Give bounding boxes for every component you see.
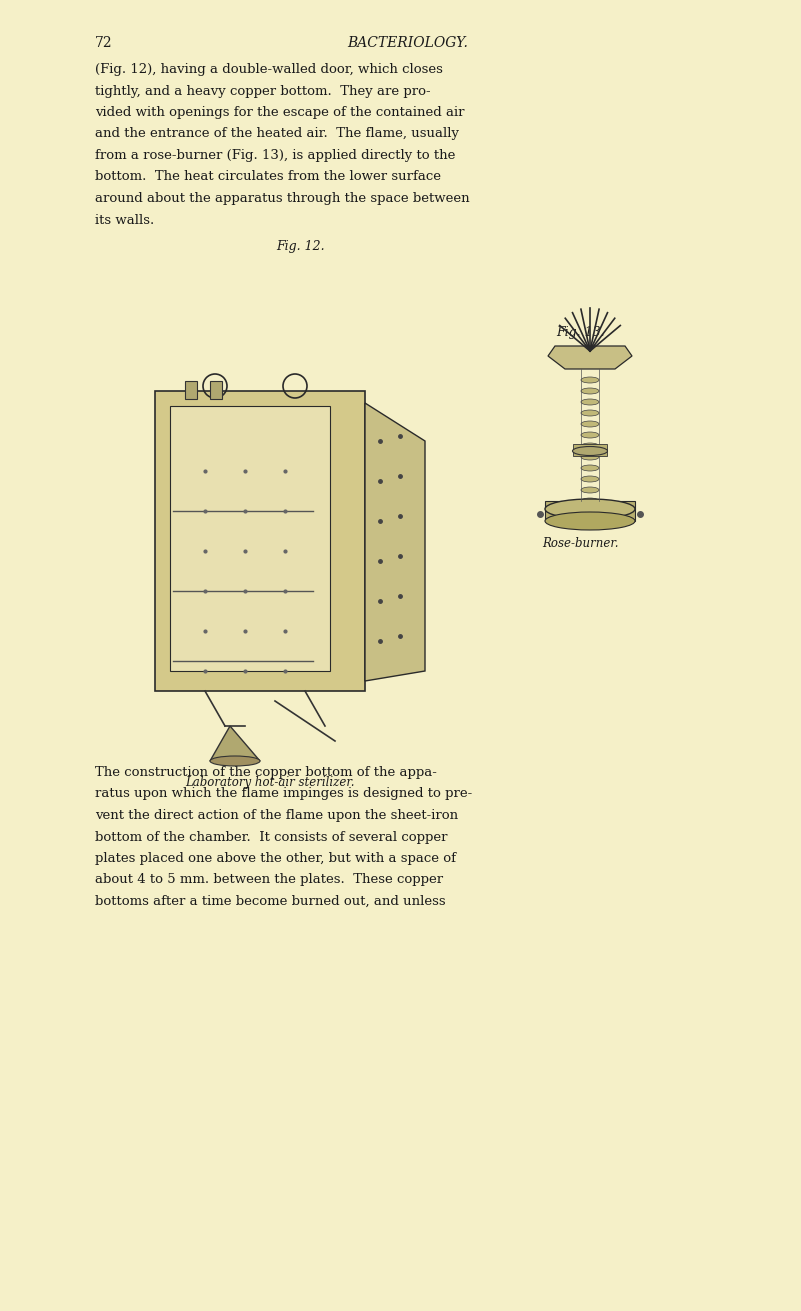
Ellipse shape	[581, 399, 599, 405]
Ellipse shape	[581, 421, 599, 427]
FancyBboxPatch shape	[573, 444, 607, 456]
Ellipse shape	[210, 756, 260, 766]
Ellipse shape	[545, 499, 635, 519]
Polygon shape	[210, 726, 260, 760]
Ellipse shape	[581, 433, 599, 438]
FancyBboxPatch shape	[185, 382, 197, 399]
Text: (Fig. 12), having a double-walled door, which closes: (Fig. 12), having a double-walled door, …	[95, 63, 443, 76]
Ellipse shape	[581, 486, 599, 493]
Text: bottoms after a time become burned out, and unless: bottoms after a time become burned out, …	[95, 895, 445, 909]
Text: around about the apparatus through the space between: around about the apparatus through the s…	[95, 191, 469, 205]
Ellipse shape	[581, 443, 599, 448]
Ellipse shape	[581, 454, 599, 460]
Ellipse shape	[581, 465, 599, 471]
Text: vent the direct action of the flame upon the sheet-iron: vent the direct action of the flame upon…	[95, 809, 458, 822]
Text: about 4 to 5 mm. between the plates.  These copper: about 4 to 5 mm. between the plates. The…	[95, 873, 443, 886]
Text: Fig. 13.: Fig. 13.	[556, 326, 604, 340]
Text: and the entrance of the heated air.  The flame, usually: and the entrance of the heated air. The …	[95, 127, 459, 140]
Ellipse shape	[581, 410, 599, 416]
Polygon shape	[365, 402, 425, 680]
Text: 72: 72	[95, 35, 113, 50]
Text: ratus upon which the flame impinges is designed to pre-: ratus upon which the flame impinges is d…	[95, 788, 473, 801]
Text: plates placed one above the other, but with a space of: plates placed one above the other, but w…	[95, 852, 456, 865]
Text: vided with openings for the escape of the contained air: vided with openings for the escape of th…	[95, 106, 465, 119]
FancyBboxPatch shape	[170, 406, 330, 671]
Ellipse shape	[573, 447, 607, 455]
Ellipse shape	[545, 513, 635, 530]
Ellipse shape	[581, 498, 599, 503]
Text: Fig. 12.: Fig. 12.	[276, 240, 324, 253]
Ellipse shape	[581, 378, 599, 383]
Text: its walls.: its walls.	[95, 214, 155, 227]
Ellipse shape	[581, 476, 599, 482]
FancyBboxPatch shape	[210, 382, 222, 399]
Text: The construction of the copper bottom of the appa-: The construction of the copper bottom of…	[95, 766, 437, 779]
Text: Laboratory hot-air sterilizer.: Laboratory hot-air sterilizer.	[185, 776, 355, 789]
Text: BACTERIOLOGY.: BACTERIOLOGY.	[347, 35, 468, 50]
Text: bottom.  The heat circulates from the lower surface: bottom. The heat circulates from the low…	[95, 170, 441, 184]
Ellipse shape	[581, 388, 599, 395]
Polygon shape	[548, 346, 632, 368]
FancyBboxPatch shape	[155, 391, 365, 691]
Text: tightly, and a heavy copper bottom.  They are pro-: tightly, and a heavy copper bottom. They…	[95, 84, 431, 97]
FancyBboxPatch shape	[545, 501, 635, 520]
Text: bottom of the chamber.  It consists of several copper: bottom of the chamber. It consists of se…	[95, 830, 448, 843]
Text: from a rose-burner (Fig. 13), is applied directly to the: from a rose-burner (Fig. 13), is applied…	[95, 149, 456, 163]
Text: Rose-burner.: Rose-burner.	[541, 538, 618, 551]
